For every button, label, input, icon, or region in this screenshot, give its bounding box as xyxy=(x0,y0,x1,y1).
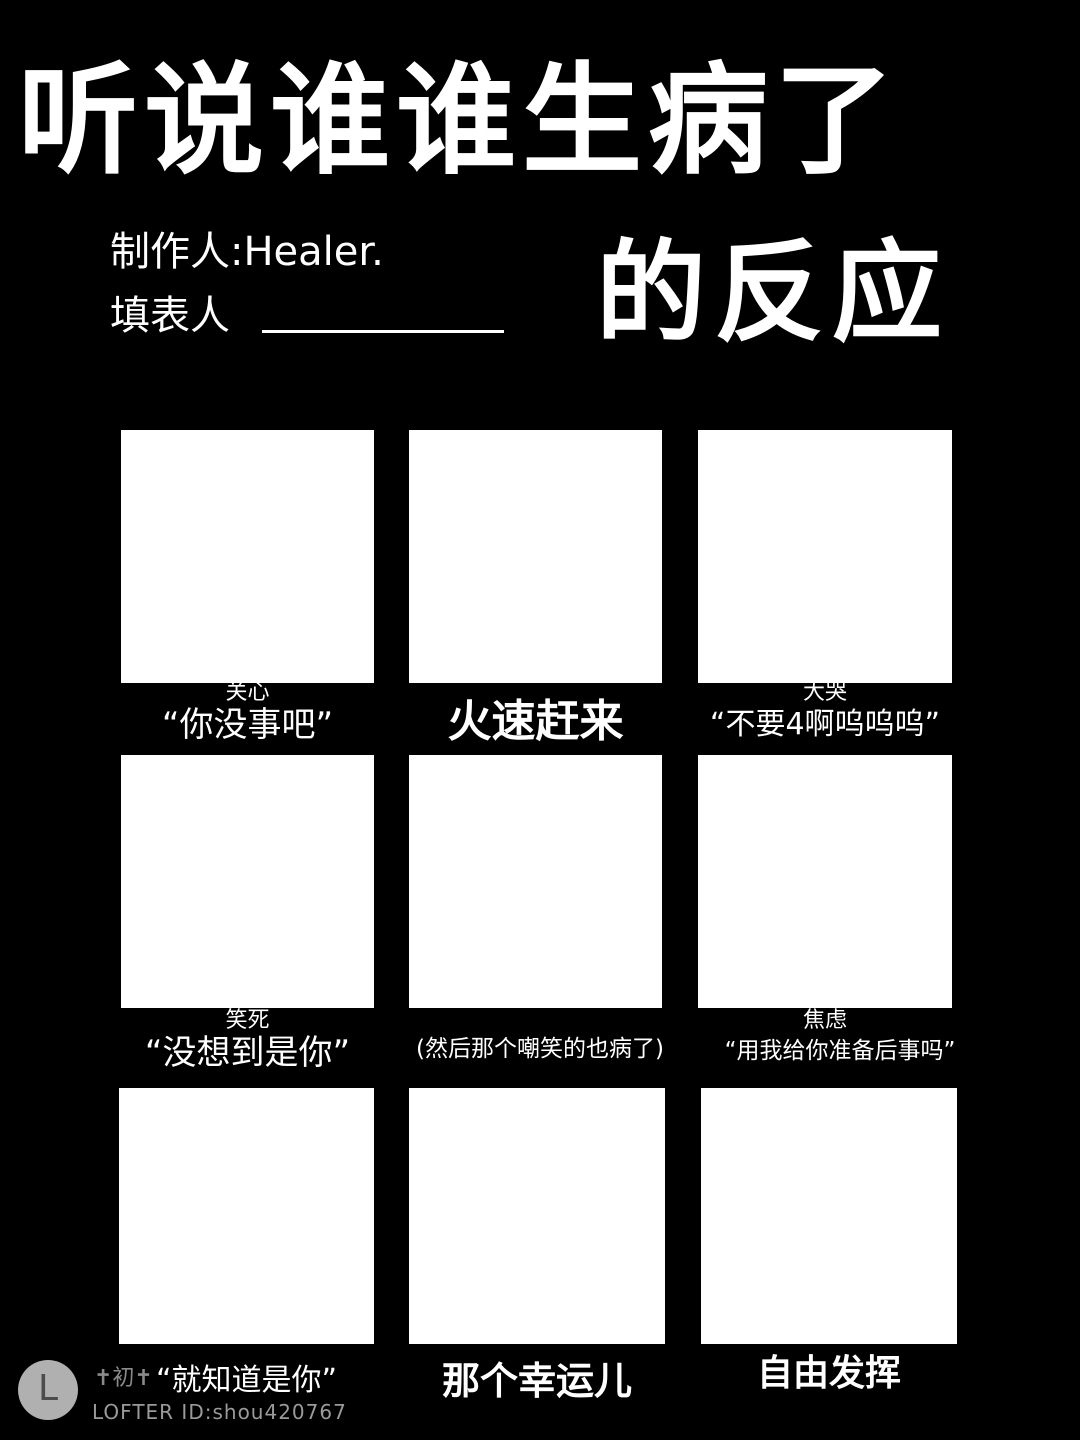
cell-7-caption: “就知道是你” xyxy=(155,1363,338,1398)
cell-box-9 xyxy=(701,1088,957,1344)
filler-label: 填表人 xyxy=(110,293,230,339)
cell-3-small-label: 大哭 xyxy=(802,680,847,705)
watermark-lofter-id: LOFTER ID:shou420767 xyxy=(92,1400,347,1424)
cell-9-caption: 自由发挥 xyxy=(756,1353,901,1394)
maker-credit: 制作人:Healer. xyxy=(110,229,384,275)
cell-5-caption: (然后那个嘲笑的也病了) xyxy=(416,1036,664,1062)
cell-box-4 xyxy=(121,755,374,1008)
cell-box-2 xyxy=(409,430,662,683)
cell-1-caption: “你没事吧” xyxy=(161,705,334,745)
lofter-logo-letter: L xyxy=(38,1368,59,1409)
cell-8-caption: 那个幸运儿 xyxy=(441,1359,632,1403)
cell-box-8 xyxy=(409,1088,665,1344)
cell-2-caption: 火速赶来 xyxy=(447,696,624,747)
cell-4-small-label: 笑死 xyxy=(225,1008,270,1033)
cell-box-7 xyxy=(119,1088,374,1344)
cell-6-small-label: 焦虑 xyxy=(802,1008,847,1033)
page-title-line-2: 的反应 xyxy=(596,229,950,357)
cell-box-1 xyxy=(121,430,374,683)
page-title-line-1: 听说谁谁生病了 xyxy=(18,52,900,191)
cell-box-3 xyxy=(698,430,952,683)
cell-1-small-label: 关心 xyxy=(225,680,270,705)
cell-3-caption: “不要4啊呜呜呜” xyxy=(709,707,941,742)
watermark-author-name: ✝初✝ xyxy=(94,1366,153,1391)
cell-box-5 xyxy=(409,755,662,1008)
filler-name-line xyxy=(262,330,504,333)
cell-6-caption: “用我给你准备后事吗” xyxy=(724,1038,956,1064)
lofter-logo-icon: L xyxy=(18,1360,78,1420)
cell-box-6 xyxy=(698,755,952,1008)
cell-4-caption: “没想到是你” xyxy=(144,1033,351,1073)
